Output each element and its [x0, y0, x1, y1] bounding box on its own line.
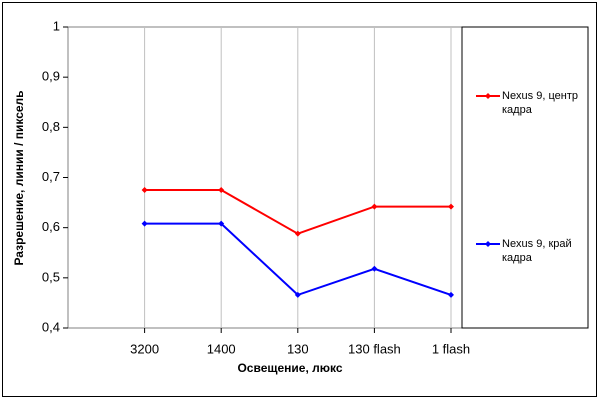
data-point — [448, 291, 454, 298]
data-point — [371, 203, 378, 210]
legend-marker — [485, 241, 491, 247]
x-tick-label: 1400 — [207, 341, 236, 356]
data-point — [218, 220, 225, 227]
y-tick-label: 0,9 — [42, 69, 60, 84]
legend-marker — [485, 93, 491, 99]
data-point — [141, 187, 148, 194]
legend-box — [461, 26, 589, 329]
data-point — [294, 291, 301, 298]
legend-label: Nexus 9, край кадра — [502, 238, 572, 264]
data-point — [371, 265, 378, 272]
data-point — [218, 187, 225, 194]
data-point — [448, 203, 454, 210]
data-point — [294, 230, 301, 237]
y-tick-label: 0,4 — [42, 319, 60, 334]
y-tick-label: 0,8 — [42, 119, 60, 134]
x-tick-label: 1 flash — [432, 341, 470, 356]
plot-area — [67, 26, 463, 329]
legend-label: Nexus 9, центр кадра — [502, 90, 578, 116]
data-point — [141, 220, 148, 227]
y-tick-label: 0,7 — [42, 169, 60, 184]
y-tick-label: 1 — [53, 18, 60, 33]
x-tick-label: 3200 — [130, 341, 159, 356]
y-tick-label: 0,6 — [42, 219, 60, 234]
x-tick-label: 130 flash — [348, 341, 401, 356]
y-tick-label: 0,5 — [42, 269, 60, 284]
x-axis-title: Освещение, люкс — [237, 361, 342, 375]
x-tick-label: 130 — [287, 341, 309, 356]
y-axis-title: Разрешение, линии / пиксель — [12, 90, 26, 265]
